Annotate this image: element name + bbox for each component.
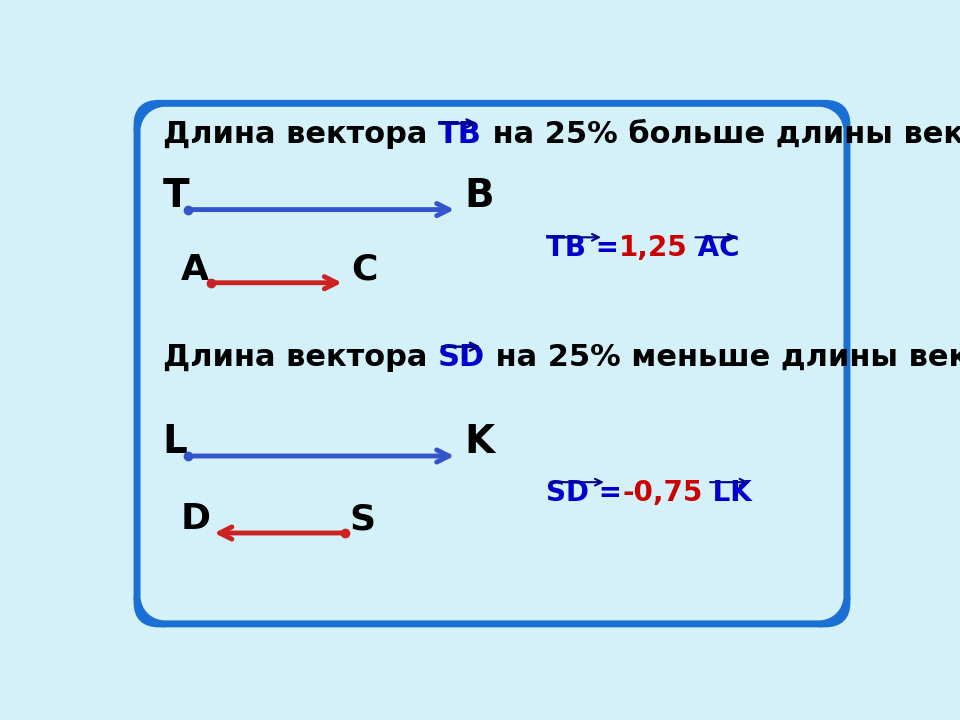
Wedge shape	[819, 596, 847, 624]
Text: Длина вектора: Длина вектора	[162, 343, 438, 372]
Text: B: B	[465, 176, 494, 215]
Wedge shape	[137, 596, 165, 624]
Text: АС: АС	[688, 234, 739, 262]
FancyBboxPatch shape	[137, 104, 847, 624]
Text: T: T	[162, 176, 189, 215]
Text: С: С	[351, 253, 377, 287]
Text: D: D	[180, 502, 210, 536]
Text: на 25% меньше длины вектора: на 25% меньше длины вектора	[485, 343, 960, 372]
Text: K: K	[465, 423, 495, 461]
Text: Длина вектора: Длина вектора	[162, 120, 438, 148]
Wedge shape	[137, 104, 165, 131]
Wedge shape	[819, 104, 847, 131]
Text: S: S	[349, 502, 375, 536]
Text: SD: SD	[438, 343, 485, 372]
Text: SD =: SD =	[546, 479, 622, 507]
Text: 1,25: 1,25	[619, 234, 688, 262]
Text: ТВ =: ТВ =	[546, 234, 619, 262]
Text: на 25% больше длины вектора: на 25% больше длины вектора	[482, 119, 960, 149]
Text: LK: LK	[703, 479, 752, 507]
Text: ТВ: ТВ	[438, 120, 482, 148]
Text: А: А	[180, 253, 208, 287]
Text: -0,75: -0,75	[622, 479, 703, 507]
Text: L: L	[162, 423, 187, 461]
